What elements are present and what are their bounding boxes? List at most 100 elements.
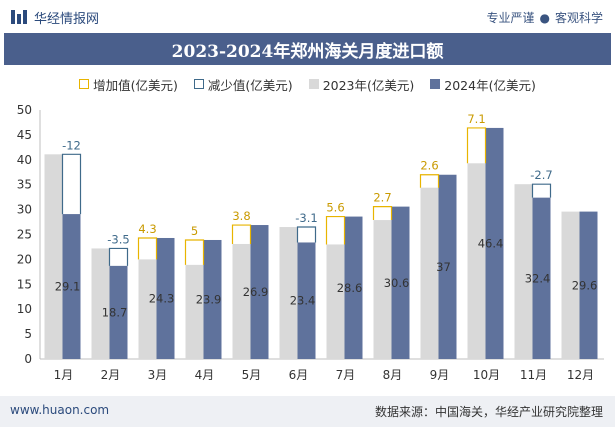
increase-outline xyxy=(372,206,393,221)
value-label-2024: 29.6 xyxy=(572,278,598,292)
bar-2023 xyxy=(185,264,204,359)
footer-bar: www.huaon.com 数据来源：中国海关，华经产业研究院整理 xyxy=(0,396,615,427)
increase-outline xyxy=(419,174,440,188)
bar-2023 xyxy=(373,220,392,359)
y-tick-label: 20 xyxy=(17,252,32,266)
logo-icon xyxy=(11,10,27,24)
x-tick-label: 8月 xyxy=(383,368,403,382)
legend-swatch-2024 xyxy=(430,79,441,89)
bar-2024 xyxy=(579,211,598,359)
chart-legend: 增加值(亿美元) 减少值(亿美元) 2023年(亿美元) 2024年(亿美元) xyxy=(0,74,615,94)
value-label-2024: 32.4 xyxy=(525,271,551,285)
difference-label: 2.6 xyxy=(420,159,438,173)
difference-label: -2.7 xyxy=(530,168,552,182)
bar-2024 xyxy=(438,174,457,359)
y-tick-label: 30 xyxy=(17,203,32,217)
x-tick-label: 1月 xyxy=(54,368,74,382)
value-label-2024: 30.6 xyxy=(384,276,410,290)
bar-2023 xyxy=(138,259,157,359)
increase-outline xyxy=(231,224,252,244)
difference-label: 2.7 xyxy=(373,191,391,205)
value-label-2024: 26.9 xyxy=(243,285,269,299)
y-tick-label: 0 xyxy=(24,352,32,366)
x-tick-label: 6月 xyxy=(289,368,309,382)
value-label-2024: 18.7 xyxy=(102,305,128,319)
difference-label: 5 xyxy=(191,224,198,238)
bar-2024 xyxy=(62,214,81,359)
difference-label: 7.1 xyxy=(467,112,485,126)
difference-label: 5.6 xyxy=(326,201,344,215)
y-tick-label: 35 xyxy=(17,178,32,192)
y-tick-label: 45 xyxy=(17,128,32,142)
bar-2023 xyxy=(561,211,580,359)
y-tick-label: 15 xyxy=(17,277,32,291)
bar-2023 xyxy=(514,184,533,359)
logo-text: 华经情报网 xyxy=(34,11,100,27)
bar-2024 xyxy=(391,206,410,359)
bar-2023 xyxy=(91,248,110,359)
footer-website: www.huaon.com xyxy=(10,403,110,417)
legend-label-decrease: 减少值(亿美元) xyxy=(207,77,293,93)
legend-label-2024: 2024年(亿美元) xyxy=(444,77,536,93)
bar-2023 xyxy=(467,163,486,359)
bar-2023 xyxy=(232,243,251,359)
bar-2023 xyxy=(44,154,63,359)
legend-item-increase: 增加值(亿美元) xyxy=(79,74,178,94)
tagline: 专业严谨 ● 客观科学 xyxy=(486,9,603,26)
y-tick-label: 10 xyxy=(17,302,32,316)
brand-logo: 华经情报网 xyxy=(10,8,100,27)
bar-2024 xyxy=(344,216,363,359)
bar-2024 xyxy=(297,242,316,359)
x-tick-label: 11月 xyxy=(520,368,547,382)
x-tick-label: 2月 xyxy=(101,368,121,382)
y-tick-label: 50 xyxy=(17,103,32,117)
difference-label: -12 xyxy=(62,138,81,152)
legend-swatch-decrease xyxy=(193,79,204,89)
y-tick-label: 25 xyxy=(17,228,32,242)
decrease-outline xyxy=(531,183,552,198)
y-tick-label: 5 xyxy=(24,327,32,341)
value-label-2024: 23.4 xyxy=(290,294,316,308)
difference-label: -3.1 xyxy=(295,211,317,225)
value-label-2024: 24.3 xyxy=(149,291,175,305)
y-tick-label: 40 xyxy=(17,153,32,167)
x-tick-label: 10月 xyxy=(473,368,500,382)
dot-icon: ● xyxy=(539,11,550,25)
bar-2024 xyxy=(109,265,128,359)
bar-chart: 0 5 10 15 20 25 30 35 40 45 50 -12 29.1 1月 -3.5 18.7 2月 4… xyxy=(17,103,604,382)
x-tick-label: 9月 xyxy=(430,368,450,382)
increase-outline xyxy=(466,127,487,164)
tagline-left: 专业严谨 xyxy=(486,11,535,25)
bar-2024 xyxy=(156,237,175,359)
increase-outline xyxy=(184,239,205,265)
value-label-2024: 23.9 xyxy=(196,292,222,306)
top-bar: 华经情报网 专业严谨 ● 客观科学 xyxy=(0,0,615,32)
difference-label: 4.3 xyxy=(138,222,156,236)
value-label-2024: 37 xyxy=(436,260,451,274)
x-tick-label: 5月 xyxy=(242,368,262,382)
tagline-right: 客观科学 xyxy=(554,11,603,25)
difference-label: -3.5 xyxy=(107,232,129,246)
x-tick-label: 12月 xyxy=(567,368,594,382)
legend-label-2023: 2023年(亿美元) xyxy=(322,77,415,93)
bar-2024 xyxy=(203,239,222,359)
value-label-2024: 29.1 xyxy=(55,280,81,294)
legend-label-increase: 增加值(亿美元) xyxy=(93,77,178,93)
increase-outline xyxy=(325,215,346,245)
x-tick-label: 4月 xyxy=(195,368,215,382)
chart-title: 2023-2024年郑州海关月度进口额 xyxy=(4,33,611,65)
value-label-2024: 46.4 xyxy=(478,236,504,250)
x-tick-label: 3月 xyxy=(148,368,168,382)
legend-swatch-increase xyxy=(79,79,90,89)
increase-outline xyxy=(137,237,158,260)
legend-item-2024: 2024年(亿美元) xyxy=(430,74,536,94)
bar-2023 xyxy=(279,227,298,359)
legend-item-2023: 2023年(亿美元) xyxy=(308,74,415,94)
x-tick-label: 7月 xyxy=(336,368,356,382)
footer-source: 数据来源：中国海关，华经产业研究院整理 xyxy=(374,405,603,419)
bar-2023 xyxy=(326,244,345,359)
legend-swatch-2023 xyxy=(308,79,319,89)
bar-2023 xyxy=(420,187,439,359)
decrease-outline xyxy=(61,153,82,215)
bar-2024 xyxy=(250,225,269,359)
